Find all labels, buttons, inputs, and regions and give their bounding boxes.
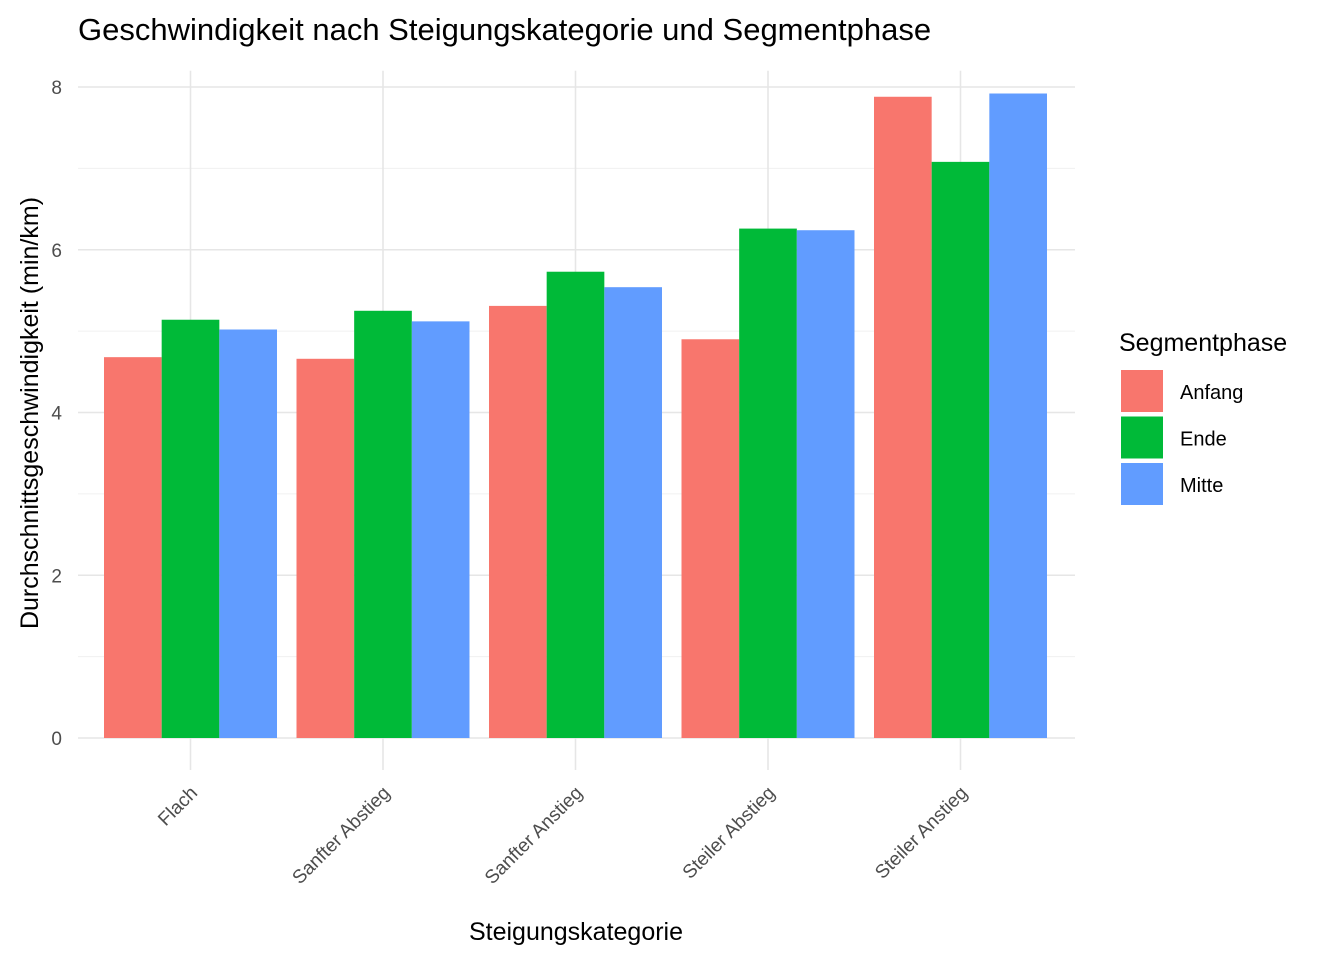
y-axis-ticks: 0 2 4 6 8 [51,78,62,750]
y-tick-label: 6 [51,241,62,262]
y-tick-label: 4 [51,404,62,425]
legend: Segmentphase Anfang Ende Mitte [1119,329,1287,505]
bar-anfang [296,358,355,738]
legend-key-ende [1121,416,1163,459]
bar-ende [931,161,990,739]
x-axis-ticks: Flach Sanfter Abstieg Sanfter Anstieg Steil… [154,783,972,889]
bar-mitte [219,329,277,738]
legend-label: Mitte [1180,475,1223,497]
bar-mitte [604,287,662,738]
bar-anfang [489,305,547,738]
x-tick-label: Flach [154,783,202,831]
legend-key-mitte [1121,463,1163,505]
legend-key-anfang [1121,370,1163,412]
bar-ende [546,271,605,738]
bar-ende [739,228,797,738]
x-tick-label: Steiler Anstieg [871,783,972,884]
y-axis-title: Durchschnittsgeschwindigkeit (min/km) [16,197,44,629]
bar-mitte [796,230,855,738]
legend-label: Ende [1180,429,1227,451]
y-tick-label: 8 [51,78,62,99]
x-tick-label: Sanfter Abstieg [289,783,395,889]
legend-label: Anfang [1180,382,1243,404]
x-tick-label: Sanfter Anstieg [481,783,587,889]
bar-anfang [681,339,740,738]
bar-anfang [104,357,162,738]
bar-mitte [411,321,470,738]
chart-title: Geschwindigkeit nach Steigungskategorie … [78,12,931,47]
bar-ende [354,310,412,738]
x-tick-label: Steiler Abstieg [679,783,780,884]
bar-anfang [874,96,932,738]
y-tick-label: 0 [51,729,62,750]
bar-ende [161,319,220,738]
x-axis-title: Steigungskategorie [469,918,683,946]
y-tick-label: 2 [51,566,62,587]
bars [104,93,1047,739]
legend-title: Segmentphase [1119,329,1287,357]
bar-mitte [989,93,1047,738]
